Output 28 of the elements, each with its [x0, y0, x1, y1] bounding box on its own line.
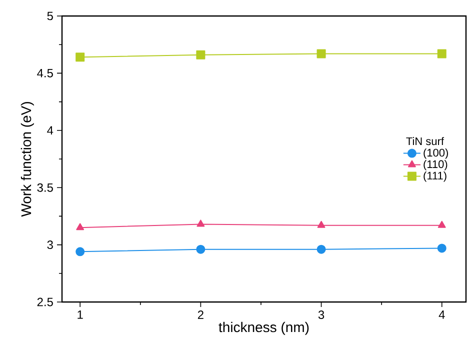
y-tick-label: 3 [47, 240, 53, 250]
point [317, 220, 326, 228]
y-tick-label: 4.5 [37, 69, 53, 78]
x-tick-label: 3 [318, 310, 324, 320]
point [316, 244, 326, 254]
point [437, 244, 446, 253]
y-tick-label: 3.5 [37, 183, 53, 192]
point [316, 49, 326, 58]
legend-label: (100) [424, 148, 448, 159]
legend-label: (110) [424, 160, 448, 170]
point [196, 244, 206, 254]
y-tick-label: 5 [47, 12, 53, 20]
point [196, 50, 206, 60]
x-axis-title: thickness (nm) [218, 322, 309, 335]
x-tick-label: 1 [78, 310, 83, 319]
point [438, 220, 446, 228]
y-tick-label: 4 [47, 126, 54, 135]
legend-title: TiN surf [406, 137, 444, 146]
point [76, 52, 85, 62]
y-tick-label: 2.5 [37, 298, 53, 306]
legend-label: (111) [424, 171, 446, 182]
x-tick-label: 2 [198, 310, 204, 319]
point [76, 247, 85, 256]
x-tick-label: 4 [438, 310, 445, 319]
point [196, 220, 205, 227]
point [437, 49, 446, 58]
point [76, 223, 84, 230]
y-axis-title: Work function (eV) [20, 102, 34, 217]
